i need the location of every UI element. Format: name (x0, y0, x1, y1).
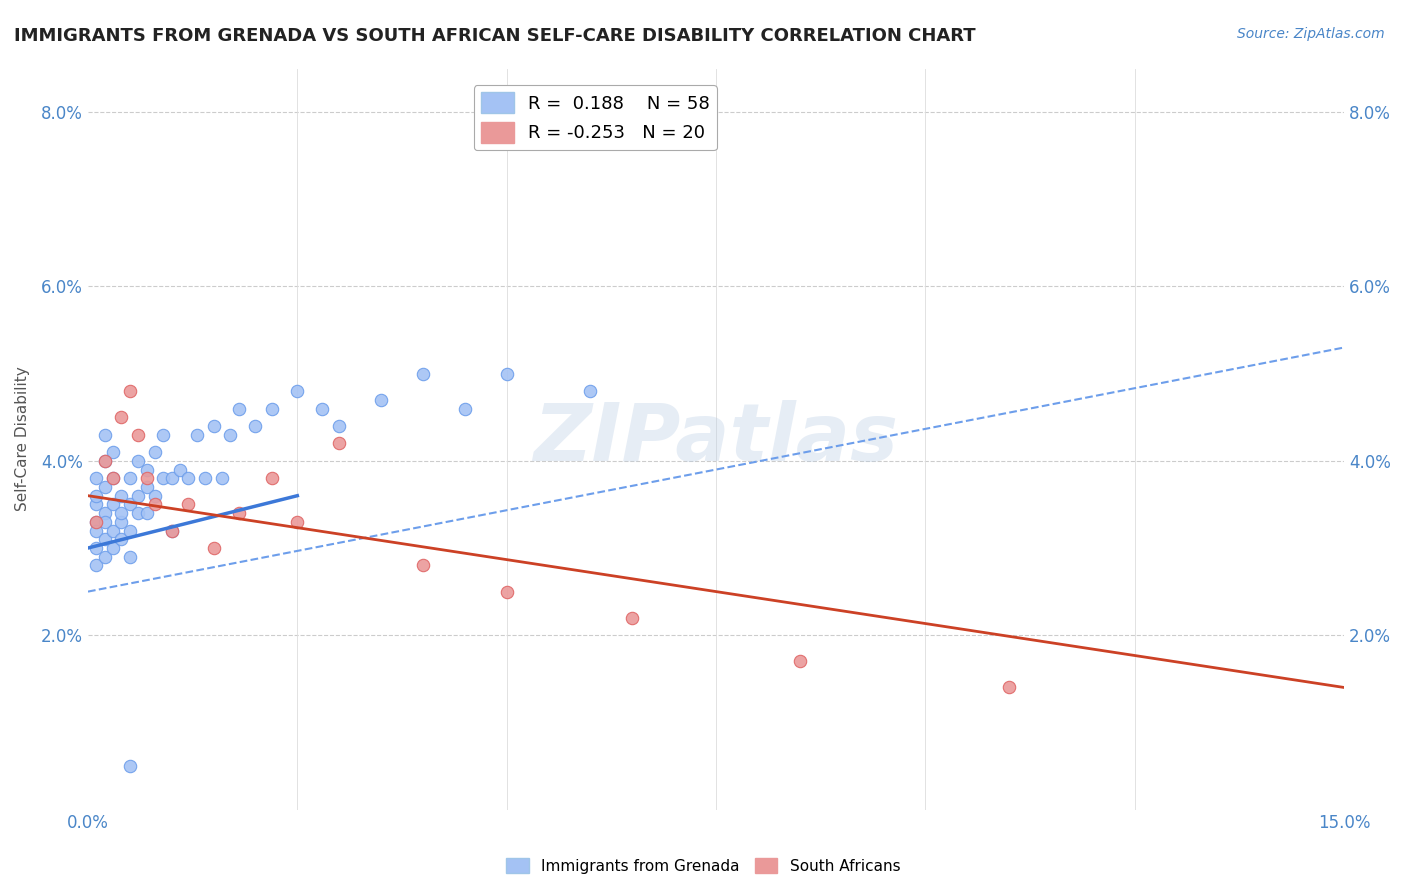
Point (143, 445, 166, 459)
Point (186, 427, 208, 442)
Point (86, 541, 108, 555)
Point (135, 462, 157, 476)
Point (101, 471, 124, 485)
Point (160, 524, 183, 538)
Point (262, 471, 284, 485)
Point (93, 480, 115, 494)
Point (177, 471, 200, 485)
Point (110, 506, 132, 520)
Y-axis label: Self-Care Disability: Self-Care Disability (15, 367, 30, 511)
Point (93, 454, 115, 468)
Point (118, 497, 141, 511)
Point (285, 515, 308, 529)
Point (127, 427, 149, 442)
Point (93, 515, 115, 529)
Point (101, 471, 124, 485)
Point (101, 497, 124, 511)
Point (454, 401, 477, 416)
Point (412, 367, 434, 381)
Point (228, 401, 250, 416)
Point (110, 533, 132, 547)
Point (101, 541, 124, 555)
Text: Source: ZipAtlas.com: Source: ZipAtlas.com (1237, 27, 1385, 41)
Point (86, 489, 108, 503)
Point (127, 506, 149, 520)
Point (328, 419, 350, 434)
Point (194, 471, 217, 485)
Point (93, 533, 115, 547)
Point (202, 541, 225, 555)
Point (135, 471, 157, 485)
Point (93, 506, 115, 520)
Point (998, 681, 1021, 695)
Point (118, 471, 141, 485)
Point (127, 454, 149, 468)
Point (789, 654, 811, 668)
Point (101, 445, 124, 459)
Point (219, 427, 242, 442)
Point (135, 480, 157, 494)
Point (495, 367, 517, 381)
Point (127, 489, 149, 503)
Point (86, 524, 108, 538)
Point (228, 506, 250, 520)
Point (86, 497, 108, 511)
Point (110, 410, 132, 425)
Point (579, 384, 602, 398)
Point (621, 611, 644, 625)
Point (160, 471, 183, 485)
Point (152, 471, 174, 485)
Legend: Immigrants from Grenada, South Africans: Immigrants from Grenada, South Africans (499, 852, 907, 880)
Point (160, 524, 183, 538)
Legend: R =  0.188    N = 58, R = -0.253   N = 20: R = 0.188 N = 58, R = -0.253 N = 20 (474, 85, 717, 150)
Point (495, 584, 517, 599)
Point (202, 419, 225, 434)
Point (143, 497, 166, 511)
Point (93, 454, 115, 468)
Point (169, 462, 191, 476)
Point (110, 515, 132, 529)
Point (135, 506, 157, 520)
Point (262, 401, 284, 416)
Point (285, 384, 308, 398)
Point (245, 419, 267, 434)
Point (101, 524, 124, 538)
Point (118, 549, 141, 564)
Point (110, 489, 132, 503)
Point (152, 427, 174, 442)
Text: ZIPatlas: ZIPatlas (533, 400, 898, 478)
Point (177, 497, 200, 511)
Point (412, 558, 434, 573)
Point (86, 471, 108, 485)
Point (93, 549, 115, 564)
Point (311, 401, 333, 416)
Point (118, 759, 141, 773)
Point (370, 392, 392, 407)
Point (118, 384, 141, 398)
Point (118, 524, 141, 538)
Point (93, 427, 115, 442)
Point (86, 515, 108, 529)
Point (86, 515, 108, 529)
Point (143, 489, 166, 503)
Point (328, 436, 350, 450)
Point (211, 471, 233, 485)
Text: IMMIGRANTS FROM GRENADA VS SOUTH AFRICAN SELF-CARE DISABILITY CORRELATION CHART: IMMIGRANTS FROM GRENADA VS SOUTH AFRICAN… (14, 27, 976, 45)
Point (86, 558, 108, 573)
